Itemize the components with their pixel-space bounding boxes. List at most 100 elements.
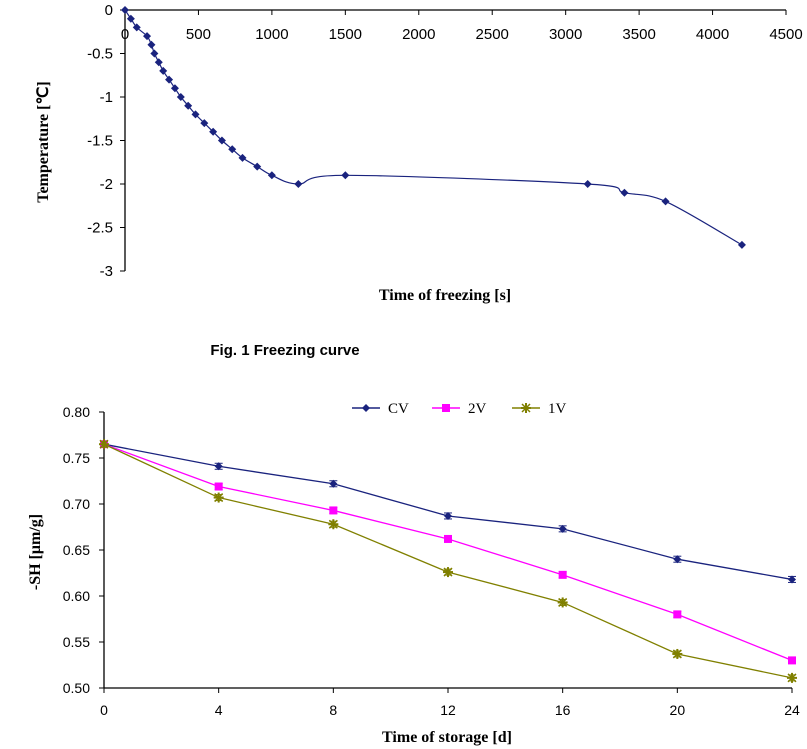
sh-data-point [787, 672, 797, 683]
freezing-x-title: Time of freezing [s] [379, 287, 511, 304]
freezing-data-point [200, 119, 209, 128]
freezing-data-point [170, 84, 179, 93]
sh-x-title: Time of storage [d] [382, 729, 512, 746]
freezing-data-point [191, 110, 200, 119]
sh-legend-item-2v: 2V [432, 401, 487, 417]
figure-caption: Fig. 1 Freezing curve [210, 342, 359, 359]
sh-series-2v [100, 440, 796, 665]
freezing-curve-line [124, 9, 743, 246]
sh-x-tick-label: 0 [100, 702, 108, 718]
sh-y-title: -SH [μm/g] [27, 514, 44, 590]
sh-x-tick-label: 20 [670, 702, 686, 718]
sh-legend-item-cv: CV [352, 401, 409, 417]
freezing-y-tick-label: -1 [100, 89, 113, 106]
sh-data-point [444, 511, 452, 520]
freezing-x-tick-label: 4500 [769, 26, 802, 43]
freezing-data-point [150, 49, 159, 58]
sh-series-1v [99, 439, 797, 683]
freezing-data-point [154, 58, 163, 67]
freezing-data-point [165, 75, 174, 84]
sh-series-cv [100, 440, 796, 584]
freezing-data-point [126, 14, 135, 23]
freezing-y-ticks: 0 -0.5 -1 -1.5 -2 -2.5 -3 [87, 2, 125, 280]
freezing-x-tick-label: 3000 [549, 26, 582, 43]
sh-data-point [558, 570, 567, 579]
freezing-data-point [238, 153, 247, 162]
sh-legend-label: CV [388, 401, 409, 417]
freezing-x-tick-label: 1000 [255, 26, 288, 43]
sh-y-tick-label: 0.50 [63, 680, 90, 696]
freezing-chart: 0 500 1000 1500 2000 2500 3000 3500 4000 4500 0 -0… [35, 2, 803, 359]
freezing-data-point [209, 127, 218, 136]
sh-legend-label: 1V [548, 401, 567, 417]
freezing-data-point [267, 171, 276, 180]
freezing-data-point [228, 145, 237, 154]
sh-data-point [673, 555, 682, 564]
sh-x-tick-label: 12 [440, 702, 456, 718]
sh-x-ticks: 0 4 8 12 16 20 24 [100, 688, 800, 718]
sh-y-tick-label: 0.75 [63, 450, 90, 466]
freezing-data-point [583, 180, 592, 188]
sh-data-point [328, 519, 339, 530]
freezing-data-point [661, 197, 670, 206]
sh-series-line [103, 443, 793, 581]
sh-data-point [557, 597, 568, 608]
sh-data-point [329, 506, 338, 515]
freezing-data-point [147, 40, 156, 49]
freezing-x-tick-label: 500 [186, 26, 211, 43]
freezing-y-tick-label: -2 [100, 176, 113, 193]
sh-legend-item-1v: 1V [512, 401, 567, 417]
freezing-x-tick-label: 3500 [622, 26, 655, 43]
sh-data-point [788, 656, 796, 665]
sh-legend-label: 2V [468, 401, 487, 417]
sh-data-point [444, 534, 452, 543]
freezing-y-tick-label: -2.5 [87, 220, 113, 237]
freezing-data-point [121, 6, 129, 14]
freezing-data-point [737, 240, 746, 249]
freezing-y-tick-label: -1.5 [87, 133, 113, 150]
sh-y-tick-label: 0.55 [63, 634, 90, 650]
sh-legend-marker [442, 404, 450, 412]
sh-x-tick-label: 24 [784, 702, 800, 718]
freezing-x-tick-label: 2500 [476, 26, 509, 43]
freezing-data-point [620, 188, 629, 197]
sh-series-line [103, 443, 793, 662]
sh-x-tick-label: 8 [329, 702, 337, 718]
freezing-data-point [143, 32, 152, 41]
freezing-x-tick-label: 1500 [329, 26, 362, 43]
freezing-data-point [176, 93, 185, 101]
freezing-data-point [253, 162, 262, 171]
sh-x-tick-label: 16 [555, 702, 571, 718]
sh-y-tick-label: 0.65 [63, 542, 90, 558]
sh-data-point [558, 524, 567, 533]
freezing-data-point [341, 171, 350, 180]
sh-data-point [213, 492, 224, 503]
sh-data-point [214, 482, 223, 491]
freezing-y-tick-label: 0 [105, 2, 113, 19]
freezing-y-tick-label: -0.5 [87, 46, 113, 63]
sh-data-point [788, 575, 796, 584]
sh-y-tick-label: 0.70 [63, 496, 90, 512]
freezing-x-tick-label: 4000 [696, 26, 729, 43]
freezing-data-point [217, 136, 226, 145]
freezing-y-tick-label: -3 [100, 263, 113, 280]
sh-y-tick-label: 0.80 [63, 404, 90, 420]
freezing-x-tick-label: 2000 [402, 26, 435, 43]
freezing-data-point [132, 23, 141, 32]
freezing-y-title: Temperature [℃] [35, 81, 52, 203]
sh-data-point [99, 439, 109, 450]
sh-legend-marker [521, 403, 531, 413]
sh-data-point [214, 462, 223, 471]
freezing-x-ticks: 0 500 1000 1500 2000 2500 3000 3500 4000 4500 [121, 10, 803, 43]
freezing-data-point [294, 180, 303, 188]
freezing-points [121, 6, 746, 249]
sh-data-point [329, 479, 338, 488]
freezing-x-tick-label: 0 [121, 26, 129, 43]
sh-legend-marker [362, 404, 370, 412]
freezing-data-point [184, 101, 193, 110]
sh-data-point [673, 610, 682, 619]
sh-data-point [443, 567, 453, 578]
sh-data-point [672, 648, 683, 659]
freezing-data-point [159, 66, 168, 75]
